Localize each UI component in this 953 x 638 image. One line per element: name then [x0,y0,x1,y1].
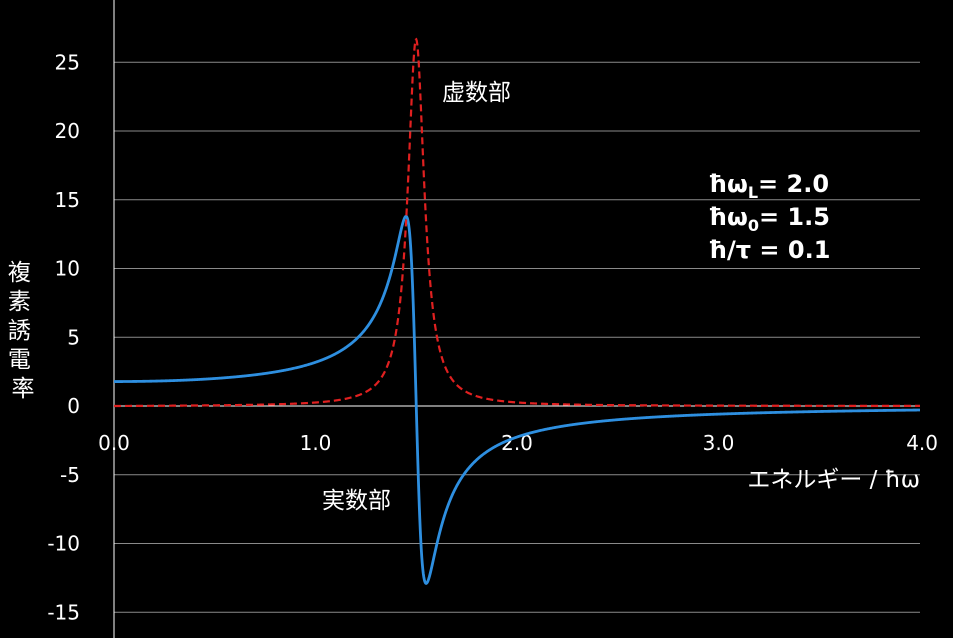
y-tick-label: 10 [55,257,80,281]
y-tick-label: -10 [47,532,80,556]
y-axis-label-char: 電 [8,347,31,373]
param-line-omega-0: ħω0= 1.5 [708,203,830,235]
param-value: = 1.5 [759,203,830,231]
y-tick-label: -5 [60,463,80,487]
series-line-real [114,214,920,585]
param-line-omega-L: ħωL= 2.0 [708,170,829,202]
param-value: = 2.0 [758,170,829,198]
y-tick-labels: -15 -10 -5 0 5 10 15 20 25 [47,50,80,624]
param-subscript: L [748,183,758,202]
y-axis-label-char: 率 [12,376,35,402]
y-tick-label: 20 [55,119,80,143]
y-tick-label: -15 [47,600,80,624]
y-axis-label-char: 複 [8,260,31,286]
series-layer [114,37,920,585]
x-tick-label: 3.0 [703,431,735,455]
y-tick-label: 15 [55,188,80,212]
y-tick-label: 5 [67,325,80,349]
y-axis-label-char: 素 [8,289,31,315]
y-tick-label: 25 [55,50,80,74]
param-line-tau: ħ/τ = 0.1 [708,236,830,264]
param-subscript: 0 [748,216,759,235]
y-tick-label: 0 [67,394,80,418]
x-tick-label: 0.0 [98,431,130,455]
param-value: /τ = 0.1 [727,236,830,264]
series-label-imaginary: 虚数部 [442,80,511,106]
parameter-box: ħωL= 2.0 ħω0= 1.5 ħ/τ = 0.1 [708,170,830,264]
x-tick-label: 4.0 [906,431,938,455]
x-tick-labels: 0.0 1.0 2.0 3.0 4.0 [98,431,938,455]
series-label-real: 実数部 [322,488,391,514]
grid-lines [114,61,920,613]
y-axis-label-char: 誘 [8,318,31,344]
series-line-imaginary [114,37,920,408]
x-tick-label: 1.0 [300,431,332,455]
y-axis-label: 複 素 誘 電 率 [8,260,38,402]
x-axis-label: エネルギー / ħω [747,467,920,493]
